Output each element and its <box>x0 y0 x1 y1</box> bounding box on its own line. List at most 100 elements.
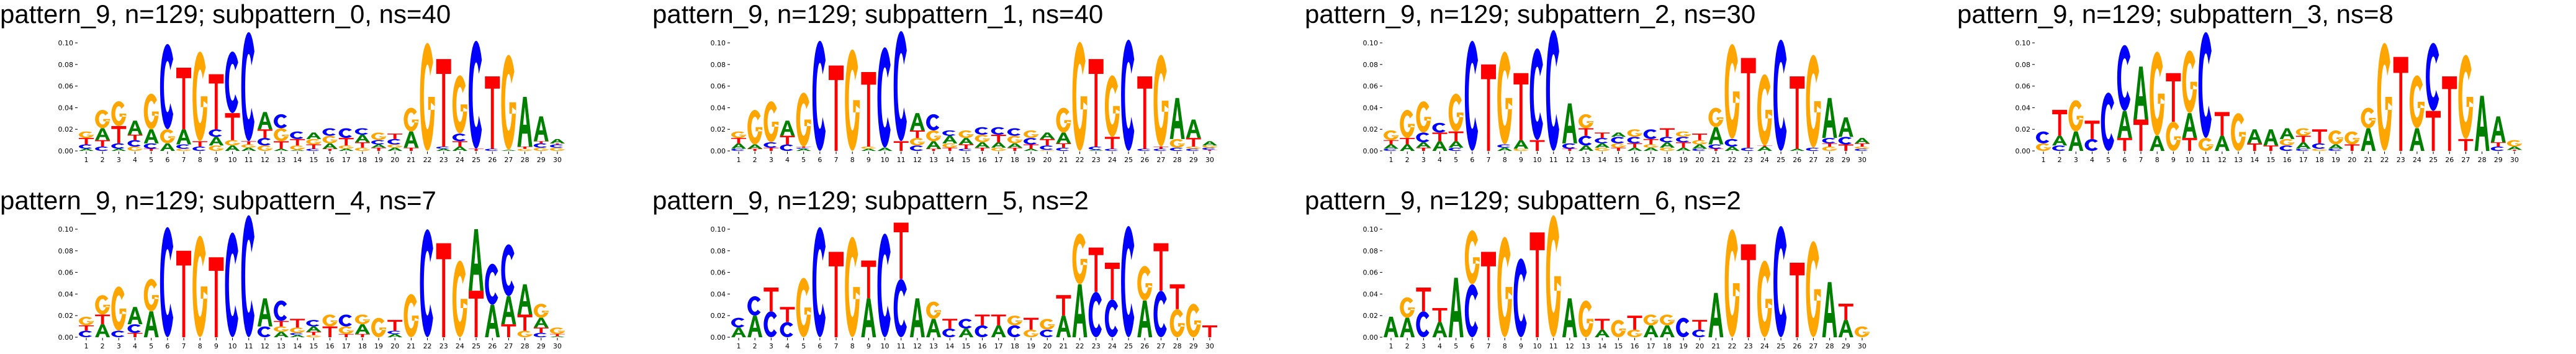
x-tick-label: 2 <box>101 342 105 350</box>
logo-letter-T <box>1104 137 1120 149</box>
logo-letter-G <box>2506 140 2522 147</box>
y-tick-label: 0.06 <box>1363 83 1379 91</box>
logo-letter-G <box>306 138 322 145</box>
logo-letter-C <box>1627 137 1641 143</box>
x-tick-label: 19 <box>374 156 383 164</box>
x-tick-label: 2 <box>101 156 105 164</box>
x-tick-label: 26 <box>2445 156 2454 164</box>
logo-letter-A <box>95 128 110 140</box>
logo-letter-T <box>796 147 811 148</box>
logo-letter-G <box>2312 148 2327 151</box>
logo-letter-T <box>436 243 451 337</box>
logo-letter-T <box>1056 143 1071 148</box>
y-tick-label: 0.02 <box>58 312 74 320</box>
logo-letter-T <box>79 138 94 145</box>
logo-letter-C <box>1040 329 1053 337</box>
x-tick-label: 1 <box>84 156 89 164</box>
x-tick-label: 7 <box>1487 156 1491 164</box>
logo-letter-C <box>1497 144 1511 148</box>
logo-letter-A <box>1854 138 1870 143</box>
logo-letter-C <box>780 144 793 151</box>
y-tick-label: 0.00 <box>711 334 726 342</box>
logo-letter-C <box>909 145 924 151</box>
x-tick-label: 24 <box>456 156 464 164</box>
logo-letter-A <box>257 112 272 130</box>
logo-letter-C <box>1153 291 1167 337</box>
logo-letter-G <box>95 295 110 315</box>
logo-letter-T <box>1692 320 1708 330</box>
logo-letter-A <box>975 142 990 148</box>
logo-letter-C <box>549 144 564 148</box>
logo-letter-A <box>501 296 516 325</box>
logo-letter-G <box>1578 300 1594 337</box>
y-tick-label: 0.10 <box>58 39 74 47</box>
logo-letter-A <box>926 319 942 337</box>
x-tick-label: 13 <box>1582 156 1590 164</box>
logo-letter-C <box>257 138 271 146</box>
logo-letter-T <box>387 320 403 331</box>
logo-letter-G <box>387 144 403 148</box>
logo-letter-G <box>1578 114 1594 129</box>
x-tick-label: 25 <box>1124 156 1133 164</box>
logo-letter-T <box>1088 247 1104 292</box>
y-tick-label: 0.00 <box>58 147 74 155</box>
logo-letter-T <box>958 144 974 149</box>
x-tick-label: 23 <box>1744 156 1753 164</box>
logo-panel: pattern_9, n=129; subpattern_5, ns=2 0.00… <box>652 186 1217 350</box>
x-tick-label: 19 <box>1679 342 1688 350</box>
logo-letter-T <box>1838 304 1853 320</box>
logo-letter-C <box>241 215 254 337</box>
logo-letter-T <box>1741 58 1756 148</box>
logo-letter-A <box>2182 113 2197 138</box>
logo-letter-C <box>322 128 336 136</box>
logo-letter-C <box>1595 138 1608 143</box>
logo-letter-C <box>1724 138 1738 147</box>
y-tick-label: 0.02 <box>1363 125 1379 134</box>
logo-letter-T <box>1741 244 1756 337</box>
logo-letter-A <box>2506 147 2522 150</box>
y-tick-label: 0.10 <box>58 225 74 234</box>
logo-letter-T <box>991 134 1006 143</box>
x-tick-label: 4 <box>785 156 790 164</box>
x-tick-label: 22 <box>1728 342 1737 350</box>
logo-letter-C <box>763 311 777 337</box>
x-tick-label: 25 <box>472 342 480 350</box>
logo-letter-G <box>1497 52 1513 145</box>
logo-letter-C <box>338 128 352 138</box>
logo-letter-A <box>127 307 143 325</box>
logo-letter-A <box>2361 128 2376 151</box>
x-tick-label: 22 <box>1076 156 1084 164</box>
logo-letter-A <box>2490 116 2506 143</box>
logo-letter-T <box>95 314 110 325</box>
x-tick-label: 28 <box>1173 156 1182 164</box>
x-tick-label: 15 <box>1614 342 1623 350</box>
x-tick-label: 20 <box>2348 156 2356 164</box>
x-tick-label: 19 <box>1027 156 1035 164</box>
logo-letter-A <box>290 335 305 337</box>
x-tick-label: 24 <box>456 342 464 350</box>
logo-letter-C <box>2279 145 2293 151</box>
logo-letter-G <box>1806 241 1821 337</box>
x-tick-label: 12 <box>261 156 269 164</box>
logo-letter-T <box>1153 147 1169 149</box>
x-tick-label: 12 <box>2218 156 2227 164</box>
logo-letter-C <box>192 147 206 151</box>
logo-letter-G <box>958 130 974 138</box>
x-tick-label: 16 <box>1631 342 1639 350</box>
logo-panel: pattern_9, n=129; subpattern_3, ns=8 0.00… <box>1957 0 2522 164</box>
logo-letter-A <box>877 147 893 151</box>
x-tick-label: 13 <box>277 156 286 164</box>
logo-letter-A <box>241 147 256 151</box>
logo-letter-A <box>517 97 533 147</box>
y-tick-label: 0.06 <box>58 83 74 91</box>
logo-letter-A <box>160 143 175 151</box>
logo-letter-G <box>1072 42 1088 151</box>
logo-letter-T <box>1056 295 1071 316</box>
logo-letter-A <box>501 150 516 151</box>
logo-letter-C <box>79 330 92 337</box>
logo-letter-C <box>1611 137 1624 143</box>
y-tick-label: 0.06 <box>711 269 726 277</box>
logo-letter-A <box>274 332 289 337</box>
logo-letter-A <box>1202 141 1217 146</box>
x-tick-label: 24 <box>2413 156 2421 164</box>
